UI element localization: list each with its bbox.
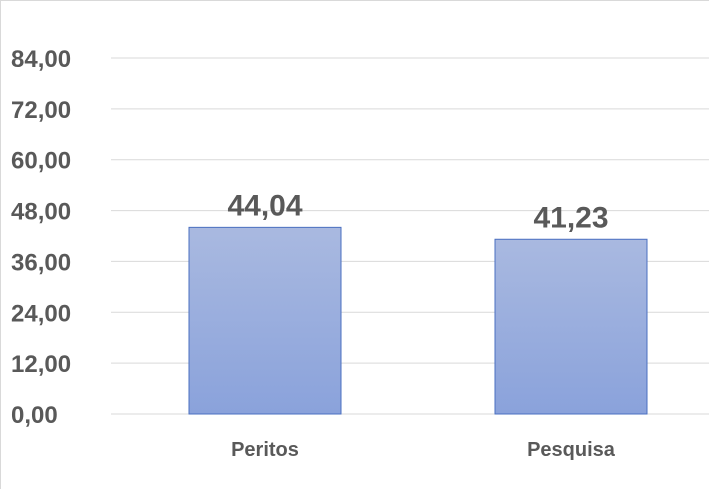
y-axis-tick-labels: 0,00 12,00 24,00 36,00 48,00 60,00 72,00 84,00 bbox=[11, 46, 71, 429]
bars bbox=[188, 226, 648, 415]
y-tick-label: 84,00 bbox=[11, 46, 71, 73]
y-tick-label: 24,00 bbox=[11, 300, 71, 327]
y-tick-label: 48,00 bbox=[11, 199, 71, 226]
bar-peritos bbox=[188, 226, 342, 415]
data-label: 41,23 bbox=[533, 201, 608, 234]
y-tick-label: 12,00 bbox=[11, 351, 71, 378]
y-tick-label: 0,00 bbox=[11, 402, 58, 429]
data-labels: 44,04 41,23 bbox=[227, 189, 608, 234]
y-tick-label: 60,00 bbox=[11, 148, 71, 175]
category-label: Peritos bbox=[231, 439, 299, 461]
y-tick-label: 36,00 bbox=[11, 249, 71, 276]
data-label: 44,04 bbox=[227, 189, 302, 222]
bar-pesquisa bbox=[494, 238, 648, 415]
y-tick-label: 72,00 bbox=[11, 97, 71, 124]
x-axis-category-labels: Peritos Pesquisa bbox=[231, 439, 616, 461]
category-label: Pesquisa bbox=[527, 439, 616, 461]
